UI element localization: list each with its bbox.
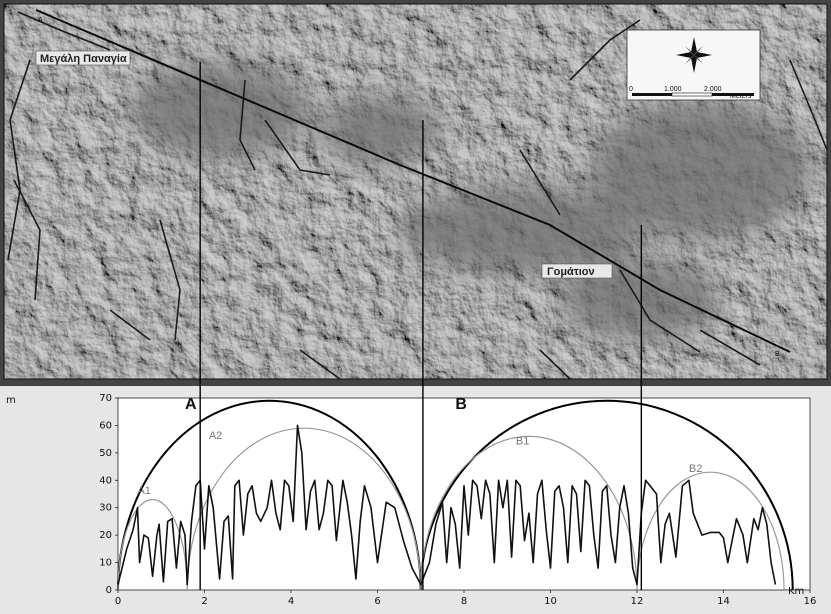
section-end-label: B [775, 351, 780, 358]
scale-bar: 0 1.000 2.000 Meters [629, 86, 754, 100]
fault-lines [7, 11, 827, 379]
svg-text:0: 0 [629, 86, 633, 93]
north-arrow-icon [676, 37, 712, 73]
svg-text:2.000: 2.000 [704, 86, 722, 93]
section-line-ab [35, 9, 791, 353]
place-label-gomation: Γομάτιον [541, 263, 613, 279]
svg-text:Meters: Meters [730, 93, 752, 100]
legend-box: 0 1.000 2.000 Meters [626, 29, 761, 101]
section-start-label: A [38, 17, 43, 24]
place-label-megali-panagia: Μεγάλη Παναγία [35, 50, 131, 66]
svg-text:Μεγάλη Παναγία: Μεγάλη Παναγία [40, 53, 127, 65]
svg-text:1.000: 1.000 [664, 86, 682, 93]
profile-panel [0, 386, 831, 614]
svg-text:Γομάτιον: Γομάτιον [547, 266, 595, 278]
